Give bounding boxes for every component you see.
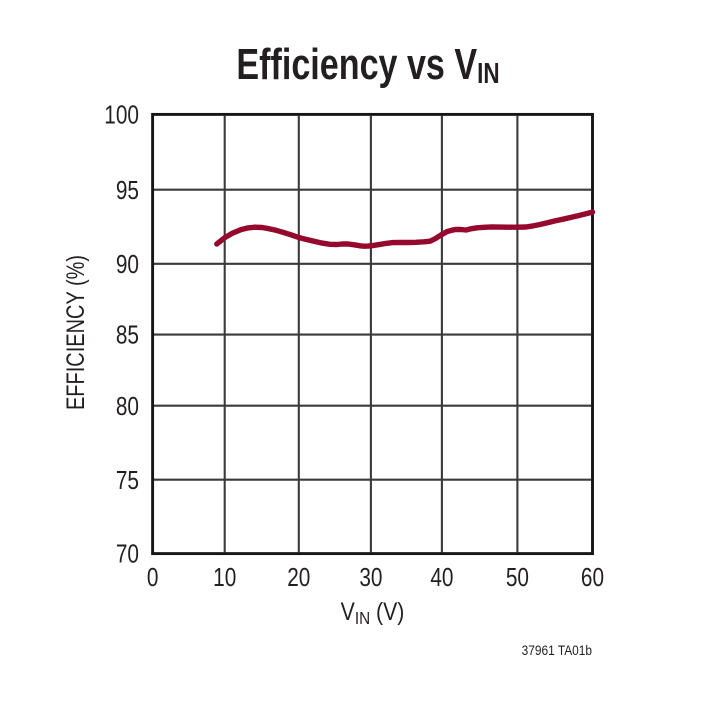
svg-text:100: 100	[104, 100, 139, 129]
svg-text:95: 95	[116, 176, 139, 205]
svg-text:80: 80	[116, 392, 139, 421]
svg-text:10: 10	[213, 563, 236, 592]
svg-text:40: 40	[430, 563, 453, 592]
svg-text:50: 50	[506, 563, 529, 592]
svg-text:37961 TA01b: 37961 TA01b	[522, 642, 592, 658]
svg-text:30: 30	[359, 563, 382, 592]
svg-text:85: 85	[116, 321, 139, 350]
svg-text:Efficiency vs VIN: Efficiency vs VIN	[236, 40, 499, 90]
svg-text:70: 70	[116, 540, 139, 569]
svg-text:90: 90	[116, 250, 139, 279]
svg-text:75: 75	[116, 466, 139, 495]
svg-text:20: 20	[287, 563, 310, 592]
svg-text:60: 60	[581, 563, 604, 592]
svg-text:VIN (V): VIN (V)	[341, 597, 405, 628]
svg-text:EFFICIENCY (%): EFFICIENCY (%)	[62, 255, 90, 410]
svg-text:0: 0	[147, 563, 159, 592]
